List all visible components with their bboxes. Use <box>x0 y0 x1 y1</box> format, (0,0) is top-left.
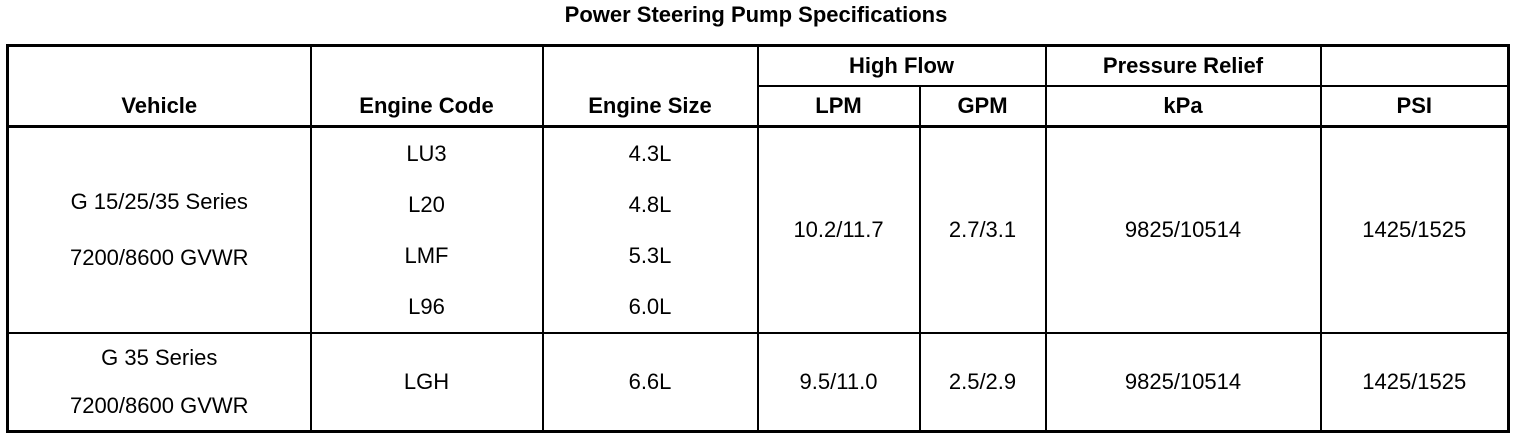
header-engine-size: Engine Size <box>541 44 759 128</box>
engine-size-cell: 6.6L <box>541 332 759 433</box>
engine-size: 4.3L <box>628 140 672 166</box>
page-title: Power Steering Pump Specifications <box>564 2 948 27</box>
vehicle-gvwr: 7200/8600 GVWR <box>69 393 249 418</box>
engine-code: L20 <box>408 191 445 217</box>
engine-code: L96 <box>408 293 445 319</box>
header-kpa: kPa <box>1044 85 1322 128</box>
psi-cell: 1425/1525 <box>1319 125 1510 334</box>
engine-code-cell: LGH <box>309 332 544 433</box>
engine-code: LU3 <box>406 140 447 166</box>
header-engine-code: Engine Code <box>309 44 544 128</box>
header-row-top: Vehicle Engine Code Engine Size High Flo… <box>6 44 1510 128</box>
header-vehicle: Vehicle <box>6 44 312 128</box>
lpm-cell: 9.5/11.0 <box>756 332 921 433</box>
engine-size: 5.3L <box>628 242 672 268</box>
lpm-cell: 10.2/11.7 <box>756 125 921 334</box>
header-psi: PSI <box>1319 85 1510 128</box>
vehicle-cell: G 35 Series 7200/8600 GVWR <box>6 332 312 433</box>
engine-code-cell: LU3 L20 LMF L96 <box>309 125 544 334</box>
vehicle-series: G 15/25/35 Series <box>70 189 248 214</box>
kpa-cell: 9825/10514 <box>1044 332 1322 433</box>
gpm-cell: 2.5/2.9 <box>918 332 1047 433</box>
header-high-flow: High Flow <box>756 44 1047 87</box>
vehicle-gvwr: 7200/8600 GVWR <box>69 245 249 270</box>
engine-size-cell: 4.3L 4.8L 5.3L 6.0L <box>541 125 759 334</box>
specifications-table: Vehicle Engine Code Engine Size High Flo… <box>6 44 1510 433</box>
header-lpm: LPM <box>756 85 921 128</box>
vehicle-series: G 35 Series <box>101 345 218 370</box>
psi-cell: 1425/1525 <box>1319 332 1510 433</box>
header-pressure-relief: Pressure Relief <box>1044 44 1322 87</box>
engine-size: 6.0L <box>628 293 672 319</box>
table-row: G 35 Series 7200/8600 GVWR LGH 6.6L 9.5/… <box>6 332 1510 433</box>
header-gpm: GPM <box>918 85 1047 128</box>
engine-size: 4.8L <box>628 191 672 217</box>
vehicle-cell: G 15/25/35 Series 7200/8600 GVWR <box>6 125 312 334</box>
header-row-bottom: LPM GPM kPa PSI <box>8 85 1510 128</box>
gpm-cell: 2.7/3.1 <box>918 125 1047 334</box>
header-blank <box>1319 44 1510 87</box>
table-row: G 15/25/35 Series 7200/8600 GVWR LU3 L20… <box>6 125 1510 334</box>
kpa-cell: 9825/10514 <box>1044 125 1322 334</box>
engine-code: LMF <box>404 242 449 268</box>
